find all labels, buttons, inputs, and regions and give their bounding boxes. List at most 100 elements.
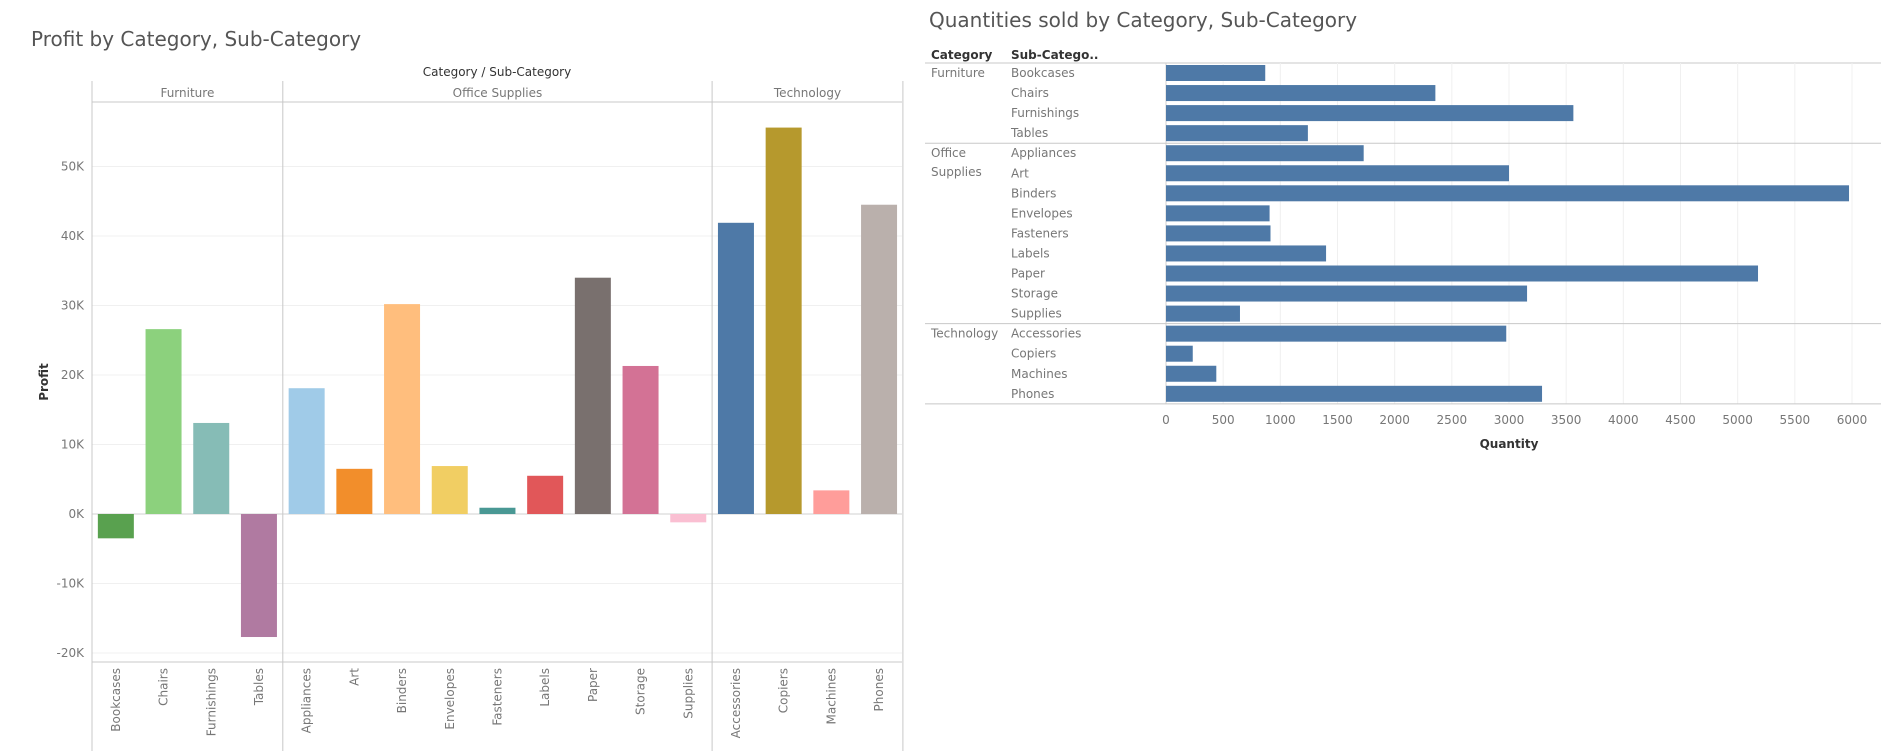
quantity-x-tick-label: 2000: [1379, 413, 1410, 427]
quantity-subcategory-label: Supplies: [1011, 307, 1062, 321]
profit-bar: [336, 468, 373, 514]
profit-bar: [479, 507, 516, 514]
quantity-x-tick-label: 1000: [1265, 413, 1296, 427]
profit-x-tick-label: Furnishings: [204, 668, 218, 736]
profit-x-tick-label: Phones: [872, 668, 886, 711]
quantity-subcategory-label: Bookcases: [1011, 66, 1075, 80]
quantity-category-label: Office: [931, 146, 966, 160]
profit-y-tick-label: 30K: [61, 299, 85, 313]
quantity-x-axis-label: Quantity: [1480, 437, 1539, 451]
quantity-bar: [1166, 125, 1308, 142]
profit-y-axis-label: Profit: [37, 363, 51, 401]
quantity-bar: [1166, 85, 1436, 102]
quantity-subcategory-label: Appliances: [1011, 146, 1076, 160]
profit-y-tick-label: 20K: [61, 368, 85, 382]
quantity-bar: [1166, 365, 1217, 382]
profit-bar: [431, 466, 468, 514]
quantity-subcategory-label: Art: [1011, 166, 1029, 180]
profit-chart: Category / Sub-Category -20K -10K 0K 10K 20K 3…: [37, 65, 904, 751]
quantity-bar: [1166, 245, 1327, 262]
quantity-category-label: Supplies: [931, 165, 982, 179]
quantity-subcategory-label: Copiers: [1011, 347, 1056, 361]
profit-y-tick-label: 40K: [61, 229, 85, 243]
quantity-x-tick-label: 0: [1162, 413, 1170, 427]
profit-x-tick-label: Appliances: [300, 668, 314, 733]
quantity-subcategory-label: Labels: [1011, 246, 1050, 260]
quantity-category-label: Technology: [930, 327, 998, 341]
profit-x-tick-label: Copiers: [777, 668, 791, 713]
quantity-bar: [1166, 145, 1364, 162]
profit-bar: [574, 277, 611, 514]
profit-bar: [527, 475, 564, 514]
profit-bar: [670, 514, 707, 523]
profit-category-label: Office Supplies: [453, 86, 543, 100]
profit-bar: [813, 490, 850, 514]
quantity-x-tick-label: 5500: [1780, 413, 1811, 427]
profit-bar: [765, 127, 802, 514]
quantity-x-tick-label: 1500: [1322, 413, 1353, 427]
profit-x-tick-label: Paper: [586, 668, 600, 702]
profit-bar: [384, 304, 421, 514]
profit-x-tick-label: Supplies: [681, 668, 695, 719]
quantity-subcategory-label: Storage: [1011, 287, 1058, 301]
profit-bar: [193, 422, 230, 514]
profit-x-tick-label: Envelopes: [443, 668, 457, 730]
profit-bar: [240, 514, 277, 638]
quantity-header-subcategory: Sub-Catego..: [1011, 48, 1099, 62]
quantity-category-label: Furniture: [931, 66, 985, 80]
quantity-bar: [1166, 345, 1193, 362]
quantity-bar: [1166, 325, 1507, 342]
quantity-header-category: Category: [931, 48, 993, 62]
profit-y-tick-label: 50K: [61, 160, 85, 174]
quantity-x-tick-label: 2500: [1437, 413, 1468, 427]
profit-x-tick-label: Labels: [538, 668, 552, 707]
quantity-subcategory-label: Furnishings: [1011, 106, 1079, 120]
profit-x-tick-label: Accessories: [729, 668, 743, 738]
quantity-subcategory-label: Phones: [1011, 387, 1054, 401]
quantity-bar: [1166, 225, 1271, 242]
profit-x-tick-label: Chairs: [157, 668, 171, 706]
profit-x-tick-label: Machines: [824, 668, 838, 724]
profit-x-tick-label: Storage: [634, 668, 648, 715]
quantity-x-tick-label: 5000: [1722, 413, 1753, 427]
quantity-x-tick-label: 3500: [1551, 413, 1582, 427]
quantity-chart-title: Quantities sold by Category, Sub-Categor…: [929, 8, 1358, 32]
profit-category-label: Technology: [773, 86, 841, 100]
quantity-bar: [1166, 65, 1266, 81]
profit-y-tick-label: -20K: [57, 646, 86, 660]
profit-bar: [145, 329, 182, 514]
profit-y-tick-label: 10K: [61, 438, 85, 452]
quantity-bar: [1166, 305, 1240, 322]
profit-y-tick-label: 0K: [68, 507, 85, 521]
quantity-bar: [1166, 165, 1509, 182]
profit-x-tick-label: Bookcases: [109, 668, 123, 732]
quantity-bar: [1166, 285, 1528, 302]
quantity-subcategory-label: Tables: [1010, 126, 1048, 140]
quantity-subcategory-label: Accessories: [1011, 327, 1081, 341]
quantity-bar: [1166, 105, 1574, 122]
quantity-subcategory-label: Machines: [1011, 367, 1067, 381]
profit-x-tick-label: Binders: [395, 668, 409, 713]
quantity-subcategory-label: Fasteners: [1011, 226, 1069, 240]
profit-chart-title: Profit by Category, Sub-Category: [31, 27, 362, 51]
quantity-subcategory-label: Binders: [1011, 186, 1056, 200]
quantity-subcategory-label: Envelopes: [1011, 206, 1073, 220]
profit-x-tick-label: Fasteners: [490, 668, 504, 726]
quantity-bar: [1166, 385, 1543, 402]
quantity-bar: [1166, 185, 1850, 202]
profit-bar: [622, 365, 659, 514]
quantity-x-tick-label: 4000: [1608, 413, 1639, 427]
quantity-x-tick-label: 500: [1212, 413, 1235, 427]
quantity-subcategory-label: Chairs: [1011, 86, 1049, 100]
profit-x-tick-label: Tables: [252, 668, 266, 706]
profit-bar: [861, 204, 898, 514]
profit-x-tick-label: Art: [347, 668, 361, 686]
quantity-x-tick-label: 6000: [1837, 413, 1868, 427]
quantity-subcategory-label: Paper: [1011, 267, 1045, 281]
profit-bar: [97, 514, 134, 539]
profit-bar: [717, 222, 754, 515]
quantity-x-tick-label: 4500: [1665, 413, 1696, 427]
profit-bar: [288, 388, 325, 514]
quantity-bar: [1166, 265, 1759, 282]
quantity-bar: [1166, 205, 1270, 222]
